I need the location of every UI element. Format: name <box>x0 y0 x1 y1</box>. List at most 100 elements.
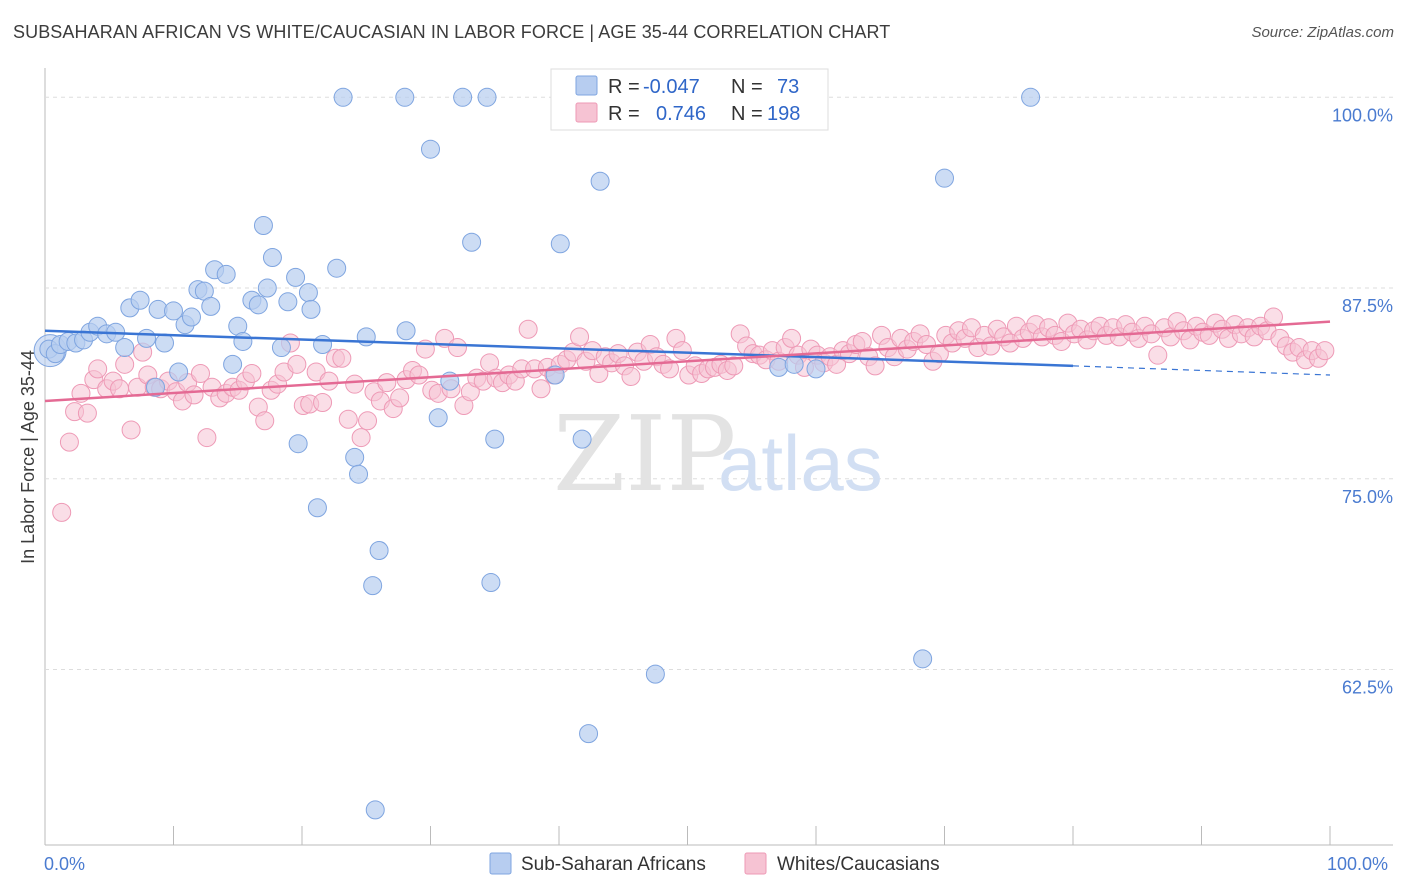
point-white-caucasian <box>313 392 333 412</box>
point-white-caucasian <box>77 403 97 423</box>
point-sub-saharan-african <box>1021 87 1041 107</box>
point-white-caucasian <box>184 385 204 405</box>
point-white-caucasian <box>782 328 802 348</box>
point-sub-saharan-african <box>233 331 253 351</box>
point-sub-saharan-african <box>579 724 599 744</box>
point-sub-saharan-african <box>395 87 415 107</box>
point-sub-saharan-african <box>396 321 416 341</box>
bottom-legend-label-blue: Sub-Saharan Africans <box>521 854 706 875</box>
point-sub-saharan-african <box>271 338 291 358</box>
point-sub-saharan-african <box>363 576 383 596</box>
point-sub-saharan-african <box>428 408 448 428</box>
point-white-caucasian <box>589 363 609 383</box>
point-white-caucasian <box>724 356 744 376</box>
point-white-caucasian <box>345 374 365 394</box>
point-white-caucasian <box>660 359 680 379</box>
point-sub-saharan-african <box>421 139 440 159</box>
bottom-legend-label-pink: Whites/Caucasians <box>777 854 940 875</box>
watermark-atlas: atlas <box>718 419 883 507</box>
point-sub-saharan-african <box>248 295 268 315</box>
point-white-caucasian <box>59 432 79 452</box>
trendline-sub-saharan-africans <box>44 329 1074 368</box>
x-tick-label-max: 100.0% <box>1327 854 1388 874</box>
point-white-caucasian <box>390 388 410 408</box>
point-sub-saharan-african <box>590 171 610 191</box>
point-white-caucasian <box>190 363 210 383</box>
bottom-legend-swatch-blue <box>489 852 512 875</box>
point-white-caucasian <box>197 428 217 448</box>
point-sub-saharan-african <box>572 429 592 449</box>
point-white-caucasian <box>88 359 108 379</box>
point-sub-saharan-african <box>369 541 389 561</box>
point-sub-saharan-african <box>453 87 473 107</box>
point-sub-saharan-african <box>462 232 482 252</box>
point-white-caucasian <box>377 373 397 393</box>
point-white-caucasian <box>409 365 429 385</box>
legend-n-value-pink: 198 <box>767 103 800 125</box>
point-sub-saharan-african <box>169 362 189 382</box>
point-white-caucasian <box>338 409 358 429</box>
legend-swatch-blue <box>575 75 598 96</box>
point-sub-saharan-african <box>550 234 570 254</box>
point-sub-saharan-african <box>913 649 933 669</box>
point-white-caucasian <box>287 354 307 374</box>
point-white-caucasian <box>435 328 455 348</box>
point-sub-saharan-african <box>806 359 826 379</box>
point-white-caucasian <box>531 379 551 399</box>
point-white-caucasian <box>621 367 641 387</box>
point-sub-saharan-african <box>278 292 298 312</box>
point-sub-saharan-african <box>253 215 273 235</box>
point-sub-saharan-african <box>216 264 236 284</box>
point-white-caucasian <box>255 411 275 431</box>
legend-n-label-blue: N = <box>731 76 763 98</box>
point-white-caucasian <box>52 502 72 522</box>
watermark-zip: ZIP <box>553 393 736 515</box>
point-sub-saharan-african <box>769 357 789 377</box>
point-white-caucasian <box>242 363 262 383</box>
point-white-caucasian <box>1263 307 1283 327</box>
y-tick-label: 75.0% <box>1342 487 1393 507</box>
legend-r-label-pink: R = <box>608 103 640 125</box>
point-sub-saharan-african <box>313 335 333 355</box>
point-white-caucasian <box>319 371 339 391</box>
point-sub-saharan-african <box>349 464 369 484</box>
point-white-caucasian <box>115 354 135 374</box>
point-sub-saharan-african <box>645 664 665 684</box>
point-sub-saharan-african <box>201 296 221 316</box>
point-sub-saharan-african <box>137 328 157 348</box>
point-sub-saharan-african <box>262 248 282 268</box>
point-sub-saharan-african <box>307 498 327 518</box>
point-sub-saharan-african <box>365 800 385 820</box>
point-white-caucasian <box>518 319 538 339</box>
point-white-caucasian <box>306 362 326 382</box>
point-sub-saharan-african <box>301 299 321 319</box>
point-sub-saharan-african <box>477 87 497 107</box>
legend-swatch-pink <box>575 102 598 123</box>
bottom-legend-swatch-pink <box>744 852 767 875</box>
point-sub-saharan-african <box>257 278 277 298</box>
chart-title: SUBSAHARAN AFRICAN VS WHITE/CAUCASIAN IN… <box>13 22 891 42</box>
point-sub-saharan-african <box>223 354 243 374</box>
point-sub-saharan-african <box>333 87 353 107</box>
x-tick-label-min: 0.0% <box>44 854 85 874</box>
legend: R = -0.047 N = 73 R = 0.746 N = 198 <box>550 68 829 131</box>
trendline-sub-saharan-africans-extension <box>1072 365 1331 376</box>
point-sub-saharan-african <box>115 338 135 358</box>
legend-r-label-blue: R = <box>608 76 640 98</box>
legend-n-value-blue: 73 <box>777 76 799 98</box>
point-sub-saharan-african <box>481 573 501 593</box>
point-sub-saharan-african <box>298 283 318 303</box>
source-label: Source: ZipAtlas.com <box>1251 24 1394 41</box>
y-tick-label: 62.5% <box>1342 678 1393 698</box>
point-white-caucasian <box>672 341 692 361</box>
legend-n-label-pink: N = <box>731 103 763 125</box>
point-white-caucasian <box>1148 345 1168 365</box>
point-sub-saharan-african <box>345 447 365 467</box>
point-white-caucasian <box>865 356 885 376</box>
point-sub-saharan-african <box>485 429 505 449</box>
y-tick-label: 87.5% <box>1342 296 1393 316</box>
point-sub-saharan-african <box>164 301 183 321</box>
point-sub-saharan-african <box>935 168 954 188</box>
point-white-caucasian <box>332 348 352 368</box>
